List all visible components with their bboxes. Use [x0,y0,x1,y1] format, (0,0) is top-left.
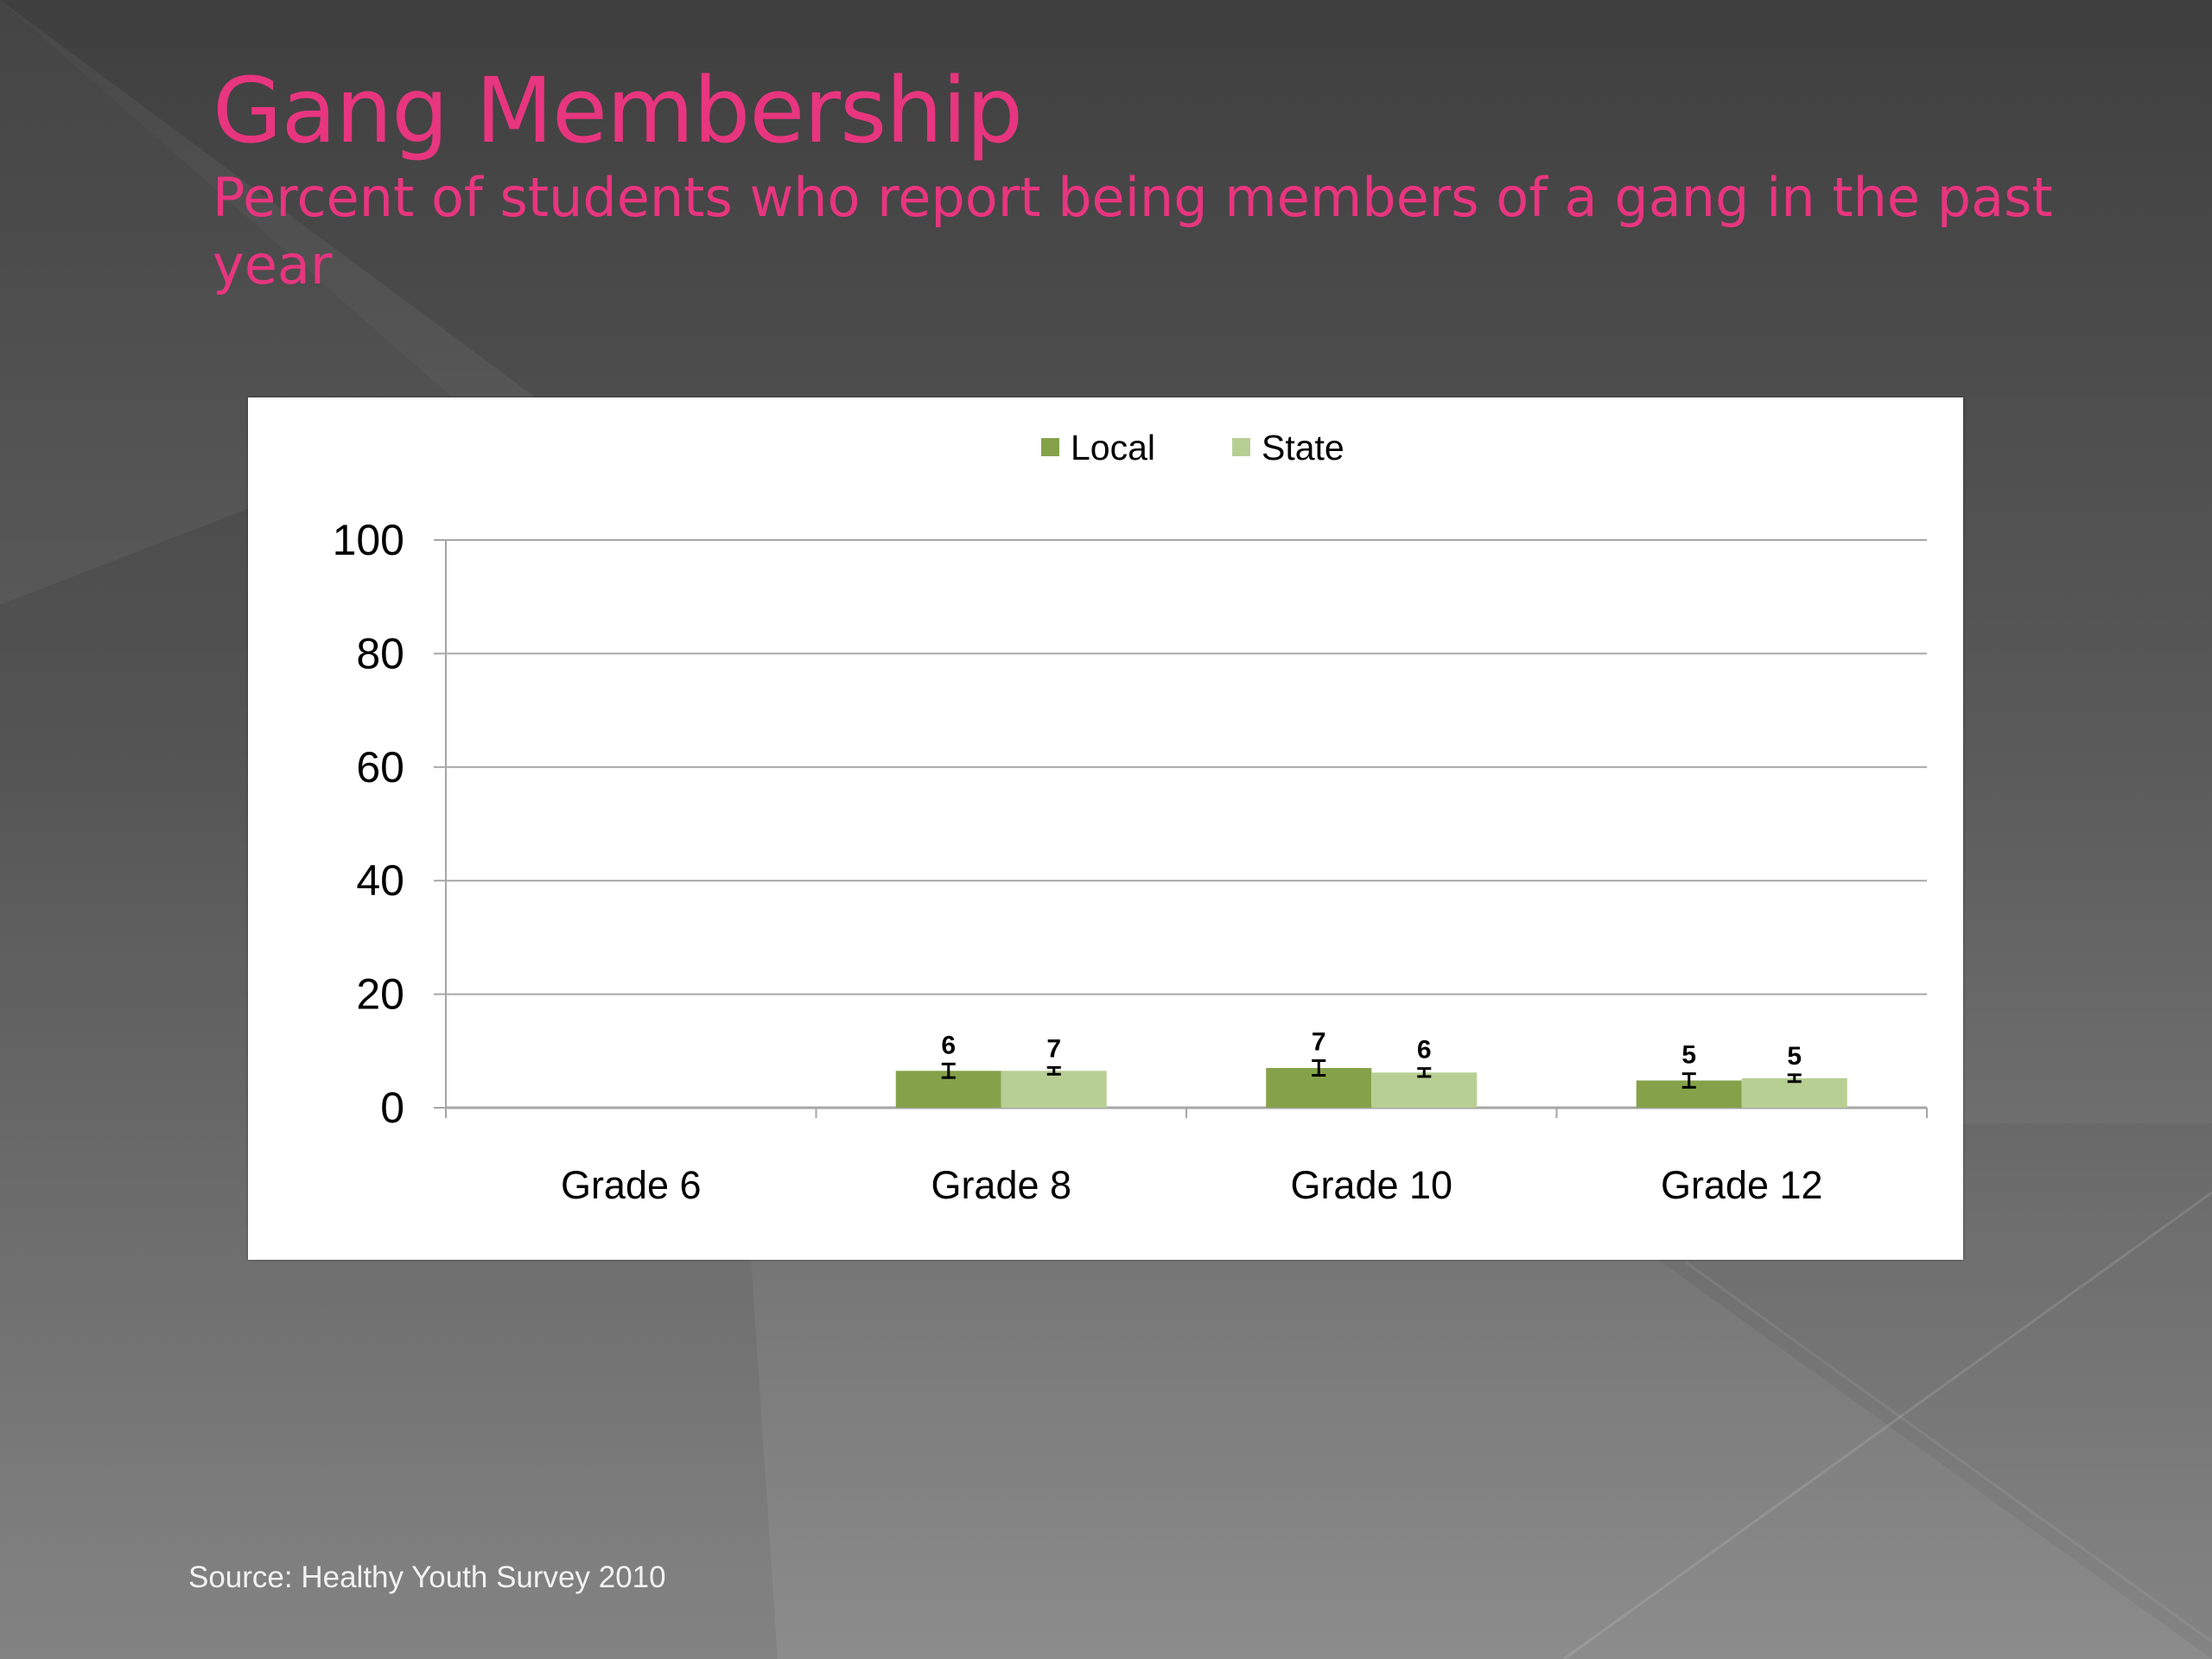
bar-chart: 0 20 40 60 80 100 Grade 6 Grade 8 6 7 Grade 10 7 6 Gr… [333,428,1928,1207]
y-tick-label: 40 [356,856,404,905]
slide-title: Gang Membership [213,58,1023,163]
y-tick-label: 100 [333,516,404,564]
data-label: 7 [1312,1027,1326,1056]
bar-state [1001,1071,1107,1108]
slide-subtitle: Percent of students who report being mem… [213,166,2053,296]
chart-panel: 0 20 40 60 80 100 Grade 6 Grade 8 6 7 Grade 10 7 6 Gr… [248,397,1963,1260]
data-label: 5 [1681,1041,1696,1070]
x-tick-label: Grade 10 [1290,1163,1452,1207]
data-label: 7 [1046,1034,1061,1063]
legend-label-state: State [1262,428,1344,467]
y-tick-label: 80 [356,629,404,677]
bar-state [1741,1077,1847,1108]
legend-swatch-state [1232,438,1250,456]
x-tick-label: Grade 8 [931,1163,1071,1207]
source-note: Source: Healthy Youth Survey 2010 [188,1560,666,1594]
y-tick-label: 0 [380,1084,404,1132]
x-tick-label: Grade 12 [1661,1163,1823,1207]
y-tick-label: 60 [356,743,404,791]
data-label: 6 [1417,1036,1432,1065]
data-label: 6 [941,1031,956,1059]
legend-label-local: Local [1071,428,1155,467]
legend-swatch-local [1041,438,1059,456]
bar-state [1371,1072,1478,1108]
data-label: 5 [1787,1042,1802,1071]
y-tick-label: 20 [356,970,404,1019]
x-tick-label: Grade 6 [561,1163,702,1207]
